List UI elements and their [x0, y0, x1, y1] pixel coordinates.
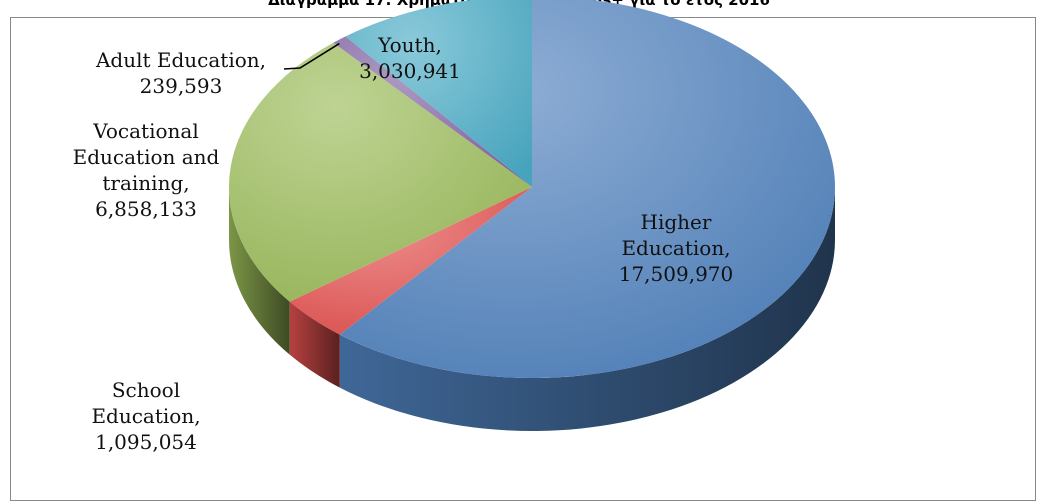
- pie-slice-vocational-education-and-training: [229, 42, 533, 302]
- pie-side-higher-education: [339, 187, 836, 431]
- pie-side-vocational-education-and-training: [229, 187, 290, 355]
- slice-label-adult-education: Adult Education, 239,593: [95, 48, 266, 98]
- pie-slice-adult-education: [333, 36, 532, 188]
- pie-side-school-education: [289, 301, 340, 388]
- slice-label-school-education: School Education, 1,095,054: [91, 378, 200, 454]
- pie-labels: Higher Education, 17,509,970 School Educatio…: [73, 33, 734, 454]
- slice-label-higher-education: Higher Education, 17,509,970: [619, 210, 734, 286]
- pie-tops: [229, 0, 835, 378]
- pie-slice-higher-education: [339, 0, 835, 378]
- pie-slice-school-education: [289, 187, 532, 335]
- slice-label-vocational-education-and-training: Vocational Education and training, 6,858,13…: [73, 119, 220, 221]
- pie-sides: [229, 187, 836, 431]
- slice-label-youth: Youth, 3,030,941: [359, 33, 461, 83]
- leader-line-adult-education: [283, 42, 340, 70]
- pie-slice-youth: [345, 0, 532, 187]
